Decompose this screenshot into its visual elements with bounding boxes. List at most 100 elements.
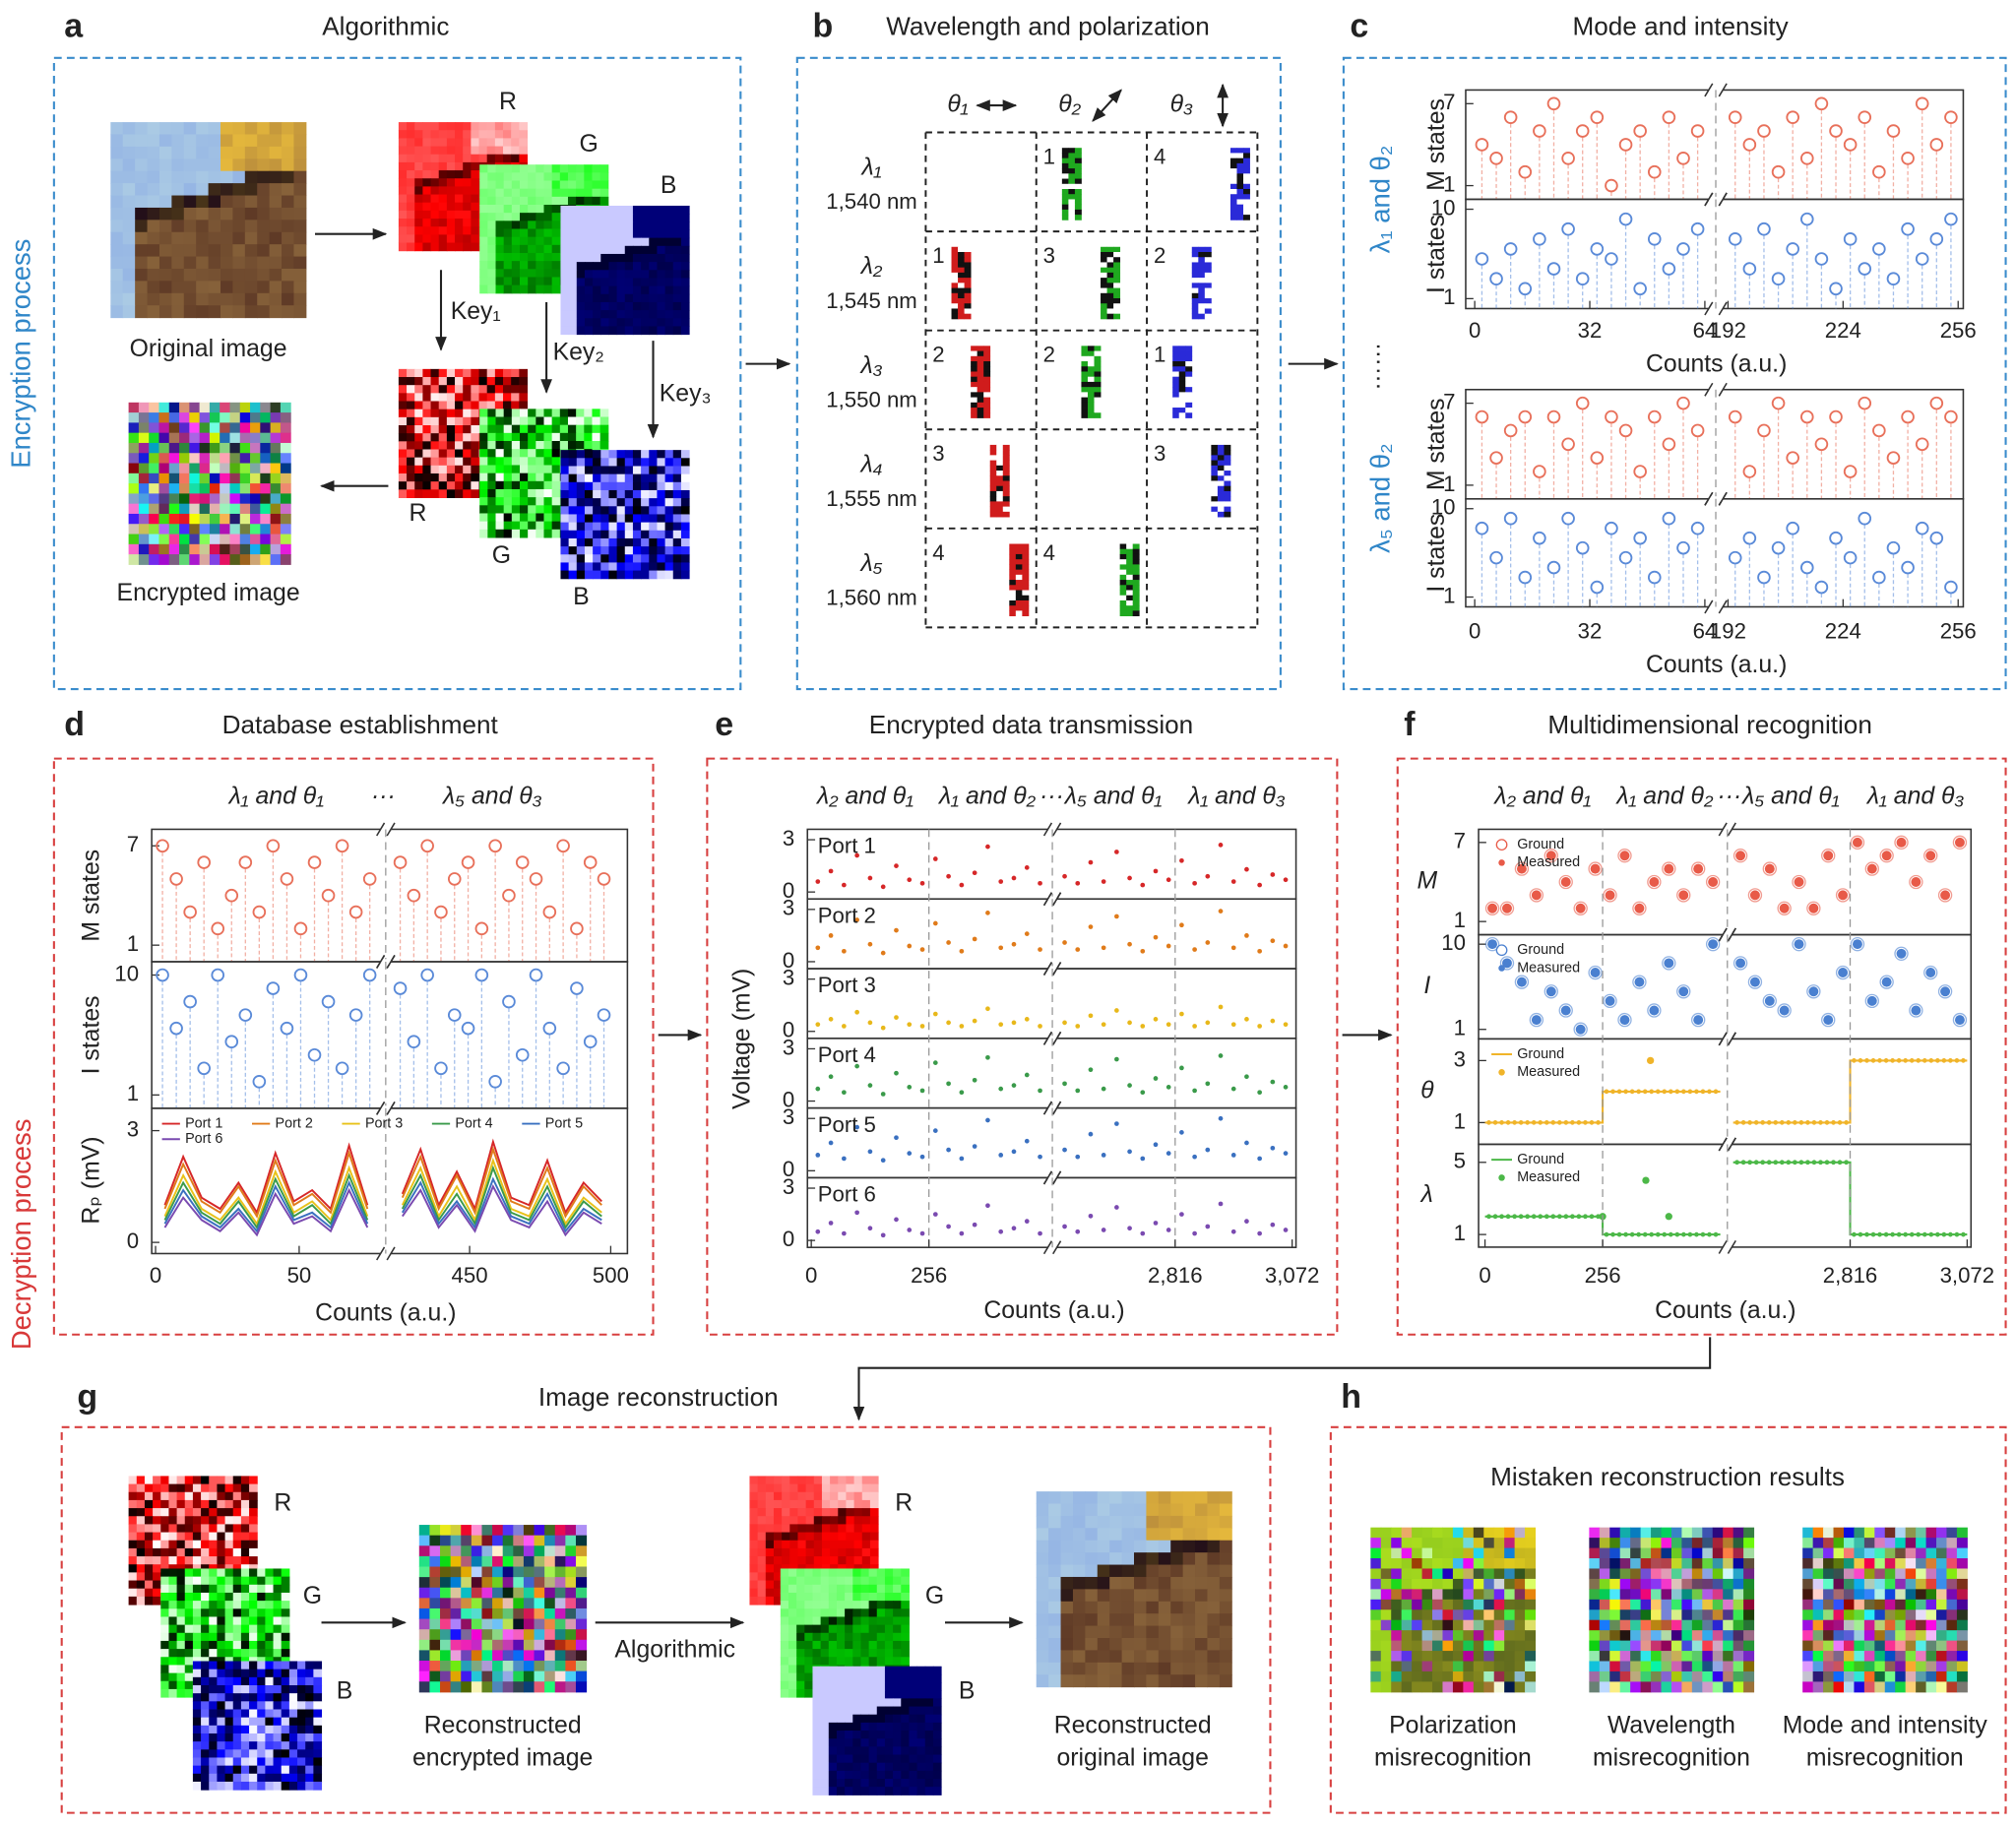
pixel [608, 514, 618, 524]
pixel [438, 425, 448, 434]
ground-marker [1691, 861, 1706, 876]
pixel [1074, 153, 1082, 159]
pixel [797, 1516, 807, 1525]
pixel [600, 310, 609, 319]
pixel [128, 1540, 138, 1549]
pixel [657, 221, 666, 230]
pixel [135, 146, 149, 159]
pixel [528, 252, 536, 262]
pixel [273, 1669, 283, 1678]
pixel [149, 483, 159, 494]
measured-marker [1916, 1058, 1922, 1063]
pixel [1217, 511, 1225, 518]
pixel [446, 368, 456, 378]
measured-marker [1505, 1120, 1511, 1125]
pixel [260, 422, 272, 434]
pixel [158, 195, 172, 209]
pixel [1217, 450, 1225, 456]
pixel [584, 214, 594, 222]
pixel [593, 318, 601, 327]
pixel [680, 214, 690, 222]
pixel [1243, 153, 1250, 159]
ground-marker [1676, 984, 1691, 999]
pixel [951, 292, 959, 299]
pixel [297, 1732, 306, 1742]
measured-marker [1764, 863, 1775, 874]
pixel [593, 489, 601, 499]
pixel [1113, 267, 1121, 274]
pixel [1198, 246, 1206, 253]
measured-marker [1837, 1120, 1843, 1125]
pixel [461, 1587, 472, 1599]
pixel [455, 449, 464, 459]
measured-marker [1831, 1160, 1836, 1166]
pixel [584, 196, 593, 206]
scatter-point [1205, 1147, 1211, 1153]
pixel [1061, 178, 1069, 185]
pixel [486, 154, 496, 163]
pixel [528, 513, 536, 523]
pixel [1236, 158, 1244, 164]
stem-marker [1475, 410, 1489, 424]
pixel [224, 1508, 234, 1517]
measured-marker [1838, 890, 1849, 901]
pixel [281, 1592, 290, 1602]
ground-marker [1676, 888, 1691, 903]
label: encrypted image [412, 1744, 593, 1771]
pixel [305, 1701, 314, 1711]
pixel [584, 229, 594, 239]
pixel [503, 228, 513, 238]
pixel [209, 1476, 218, 1485]
pixel [1002, 506, 1010, 513]
stem-marker [1475, 521, 1489, 536]
pixel [407, 202, 415, 212]
pixel [430, 226, 440, 235]
pixel [461, 1661, 472, 1672]
stem-marker [1546, 262, 1561, 276]
pixel [136, 1532, 146, 1542]
pixel [487, 196, 497, 206]
pixel [398, 202, 408, 212]
pixel [249, 1576, 258, 1586]
pixel [1061, 162, 1069, 169]
scatter-point [1011, 1149, 1017, 1155]
ground-marker [1747, 975, 1763, 989]
pixel [179, 402, 190, 413]
pixel [446, 393, 456, 403]
pixel [971, 402, 978, 409]
pixel [1172, 402, 1180, 409]
pixel [147, 183, 160, 197]
pixel [479, 465, 488, 474]
panel-c-box [1342, 56, 2007, 691]
pixel [528, 188, 536, 198]
scatter-point [1230, 945, 1236, 951]
pixel [176, 1632, 186, 1642]
pixel [989, 506, 997, 513]
pixel [240, 1632, 250, 1642]
pixel [664, 318, 674, 327]
pixel [429, 1587, 441, 1599]
stem-marker [1647, 164, 1662, 179]
stem-marker [1605, 410, 1618, 424]
pixel [528, 228, 536, 238]
pixel [624, 293, 634, 303]
axis-break [1704, 491, 1714, 506]
pixel [305, 1709, 314, 1719]
stem-marker [1546, 560, 1561, 575]
pixel [128, 1572, 138, 1582]
pixel [239, 412, 251, 423]
pixel [1185, 361, 1193, 367]
scatter-point [1283, 877, 1289, 883]
pixel [398, 416, 408, 426]
pixel [463, 170, 472, 179]
pixel [257, 292, 271, 306]
pixel [471, 425, 480, 434]
panel-d-box [52, 757, 655, 1336]
measured-marker [1619, 1015, 1630, 1026]
pixel [160, 1632, 169, 1642]
pixel [135, 256, 149, 270]
pixel [414, 170, 423, 179]
scatter-point [1192, 1230, 1197, 1236]
pixel [430, 481, 440, 490]
pixel [455, 393, 464, 403]
